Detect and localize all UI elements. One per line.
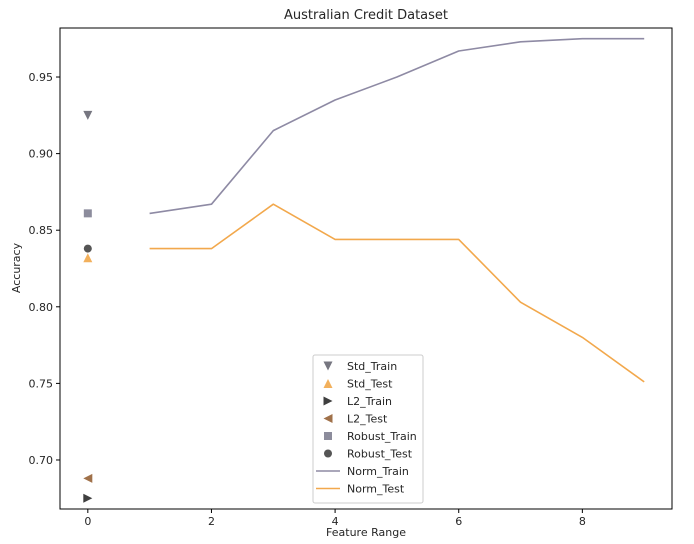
data-point-std-train <box>83 110 93 120</box>
y-tick-label: 0.75 <box>29 377 54 390</box>
legend-label: Norm_Test <box>347 483 405 496</box>
x-tick-label: 4 <box>332 515 339 528</box>
x-tick-label: 0 <box>84 515 91 528</box>
legend-swatch <box>323 414 333 423</box>
y-tick-label: 0.90 <box>29 148 54 161</box>
legend-swatch <box>324 432 332 440</box>
legend-label: Norm_Train <box>347 465 409 478</box>
y-tick-label: 0.70 <box>29 454 54 467</box>
x-tick-label: 8 <box>579 515 586 528</box>
legend-label: Std_Train <box>347 360 397 373</box>
chart-title: Australian Credit Dataset <box>284 8 448 23</box>
data-point-std-test <box>83 253 93 263</box>
x-tick-label: 2 <box>208 515 215 528</box>
y-tick-label: 0.80 <box>29 301 54 314</box>
x-axis-label: Feature Range <box>326 526 406 539</box>
legend-swatch <box>323 361 333 371</box>
legend-swatch <box>323 396 333 406</box>
legend-label: L2_Train <box>347 395 392 408</box>
data-point-robust-test <box>83 244 92 253</box>
data-point-robust-train <box>83 209 92 218</box>
legend: Std_Train Std_Test L2_Train L2_Test Robust_T… <box>312 354 424 504</box>
y-tick-label: 0.85 <box>29 224 54 237</box>
data-point-l2-test <box>83 473 93 483</box>
y-axis-label: Accuracy <box>10 242 23 293</box>
legend-swatch <box>324 449 332 458</box>
x-tick-label: 6 <box>455 515 462 528</box>
legend-label: L2_Test <box>347 413 388 426</box>
legend-label: Robust_Train <box>347 430 417 443</box>
series-line-norm-train <box>149 37 645 215</box>
legend-label: Std_Test <box>347 378 393 391</box>
plot-frame <box>59 27 673 510</box>
series-line-norm-test <box>149 203 645 383</box>
legend-swatch <box>323 379 333 388</box>
data-point-l2-train <box>83 493 93 503</box>
y-tick-label: 0.95 <box>29 71 54 84</box>
legend-label: Robust_Test <box>347 448 413 461</box>
legend-box <box>312 354 424 504</box>
plot-area <box>83 37 645 503</box>
axis-ticks: 0 2 4 6 8 0.70 0.75 0.80 0.85 0.90 0.95 <box>29 71 586 528</box>
